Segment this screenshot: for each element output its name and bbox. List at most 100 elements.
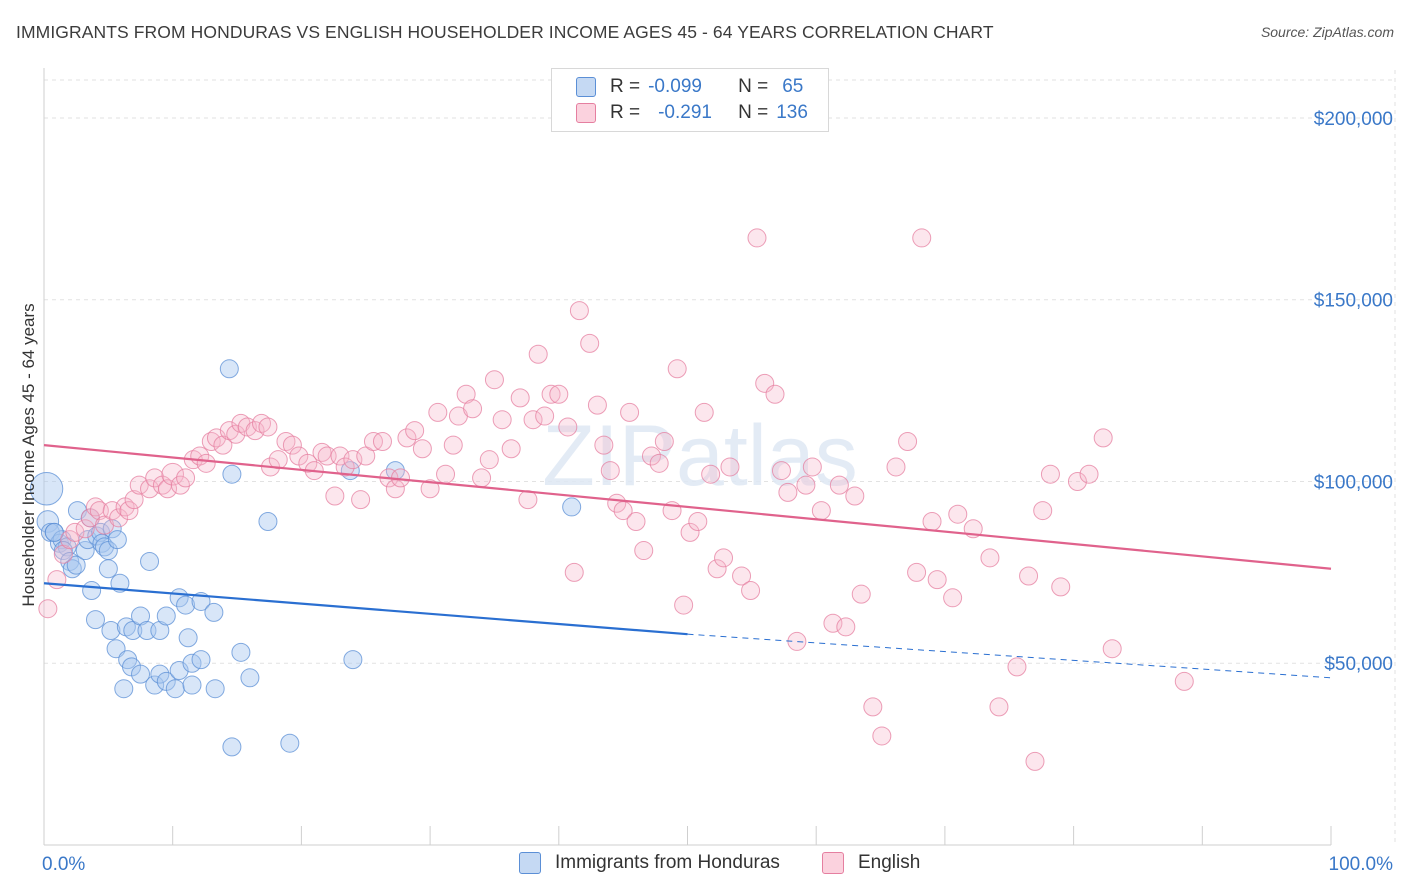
y-axis-label: Householder Income Ages 45 - 64 years (19, 303, 38, 606)
english-point (330, 446, 350, 466)
tick-labels: $50,000 $100,000 $150,000 $200,000 0.0% 100.0… (42, 109, 1393, 875)
english-point (594, 435, 614, 455)
english-point (158, 479, 178, 499)
english-point (898, 432, 918, 452)
honduras-point (107, 530, 127, 550)
english-point (927, 570, 947, 590)
honduras-point (44, 522, 64, 542)
english-point (145, 468, 165, 488)
english-point (428, 402, 448, 422)
source-credit: Source: ZipAtlas.com (1260, 24, 1394, 40)
honduras-point (101, 621, 121, 641)
english-point (1093, 428, 1113, 448)
english-point (626, 511, 646, 531)
english-point (747, 228, 767, 248)
honduras-point (145, 675, 165, 695)
honduras-point (75, 541, 95, 561)
honduras-point (123, 621, 143, 641)
english-point (65, 522, 85, 542)
english-point (1174, 671, 1194, 691)
english-point (201, 432, 221, 452)
english-point (732, 566, 752, 586)
y-tick-label: $100,000 (1314, 472, 1393, 493)
honduras-point (258, 511, 278, 531)
english-point (886, 457, 906, 477)
english-point (541, 384, 561, 404)
honduras-point (240, 668, 260, 688)
english-point (922, 511, 942, 531)
english-point (226, 424, 246, 444)
english-point (343, 450, 363, 470)
honduras-point (222, 464, 242, 484)
english-point (649, 453, 669, 473)
honduras-point (165, 679, 185, 699)
english-point (634, 541, 654, 561)
honduras-point (343, 650, 363, 670)
english-point (535, 406, 555, 426)
english-point (510, 388, 530, 408)
y-tick-label: $200,000 (1314, 109, 1393, 130)
english-point (802, 457, 822, 477)
legend-r-label: R = (610, 76, 641, 97)
english-point (600, 461, 620, 481)
english-point (1007, 657, 1027, 677)
english-point (456, 384, 476, 404)
english-point (219, 421, 239, 441)
data-points (29, 228, 1194, 771)
english-point (1102, 639, 1122, 659)
english-point (325, 486, 345, 506)
honduras-point (176, 595, 196, 615)
english-point (245, 421, 265, 441)
honduras-point (106, 639, 126, 659)
english-point (872, 726, 892, 746)
honduras-point (60, 551, 80, 571)
english-point (523, 410, 543, 430)
english-point (47, 570, 67, 590)
legend-n-label: N = (738, 102, 769, 123)
y-tick-label: $50,000 (1324, 654, 1393, 675)
honduras-point (204, 602, 224, 622)
english-point (694, 402, 714, 422)
english-point (943, 588, 963, 608)
honduras-point (36, 510, 60, 533)
english-point (75, 519, 95, 539)
english-point (765, 384, 785, 404)
english-point (1067, 471, 1087, 491)
honduras-point (231, 642, 251, 662)
honduras-point (131, 606, 151, 626)
english-point (298, 453, 318, 473)
english-point (569, 301, 589, 321)
english-point (518, 490, 538, 510)
english-point (397, 428, 417, 448)
english-point (667, 359, 687, 379)
english-point (680, 522, 700, 542)
legend-n-label: N = (738, 76, 769, 97)
english-point (823, 613, 843, 633)
english-point (1079, 464, 1099, 484)
bottom-legend-swatch-english (822, 852, 844, 874)
english-point (472, 468, 492, 488)
english-point (714, 548, 734, 568)
english-point (484, 370, 504, 390)
english-point (707, 559, 727, 579)
honduras-trend-line (43, 582, 688, 636)
english-point (317, 446, 337, 466)
english-point (351, 490, 371, 510)
honduras-point (219, 359, 239, 379)
english-point (372, 432, 392, 452)
honduras-point (131, 664, 151, 684)
honduras-trend-extension (687, 633, 1332, 679)
honduras-point (85, 610, 105, 630)
english-point (213, 435, 233, 455)
honduras-point (150, 664, 170, 684)
english-point (501, 439, 521, 459)
english-point (176, 468, 196, 488)
bottom-legend-swatch-honduras (519, 852, 541, 874)
axes (43, 68, 1332, 846)
english-point (641, 446, 661, 466)
english-point (102, 501, 122, 521)
honduras-point (98, 559, 118, 579)
honduras-point (82, 581, 102, 601)
honduras-point (178, 628, 198, 648)
english-point (720, 457, 740, 477)
